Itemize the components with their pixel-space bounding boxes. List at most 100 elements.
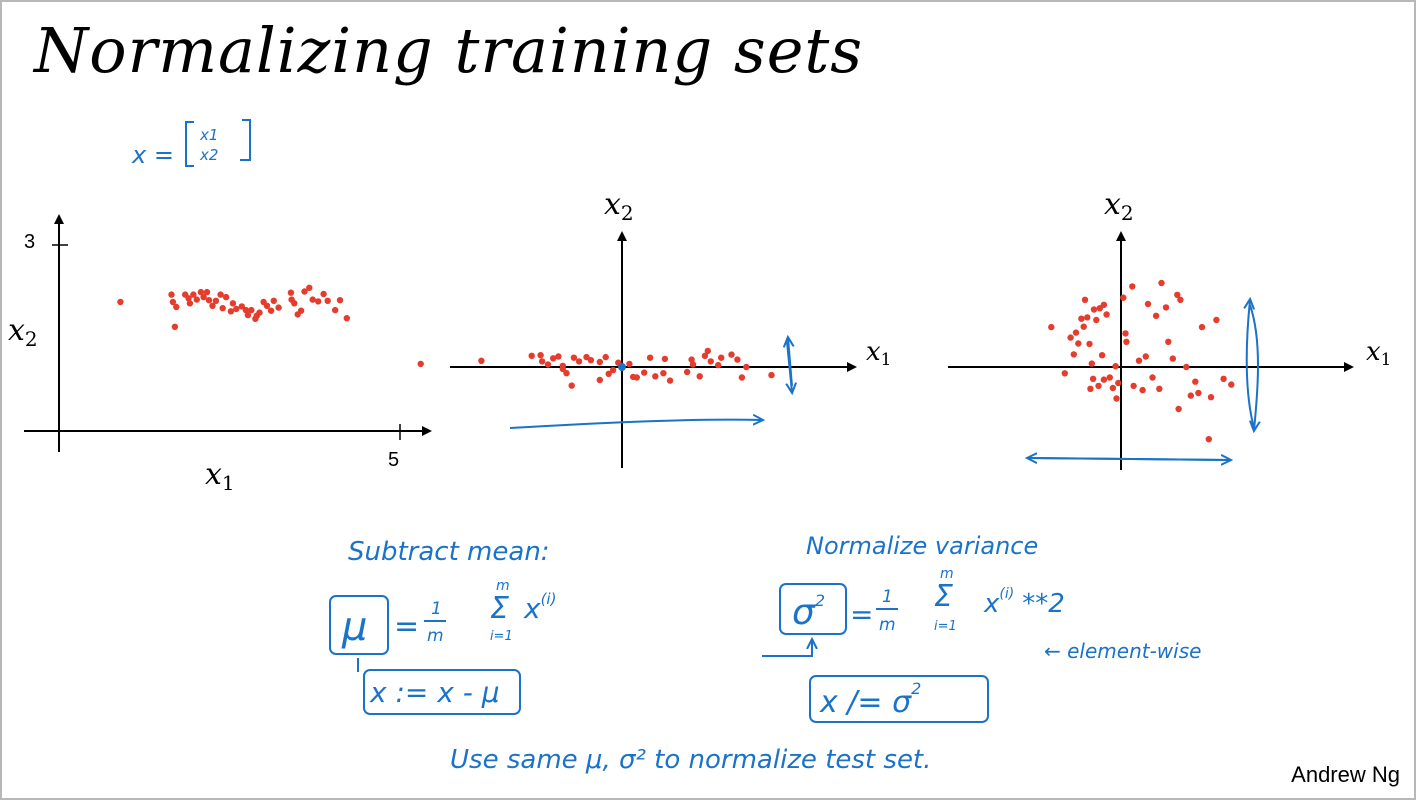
data-point <box>559 365 566 373</box>
data-point <box>1220 375 1227 382</box>
data-point <box>478 357 485 364</box>
data-point <box>1123 338 1130 345</box>
data-point <box>332 306 339 314</box>
horizontal-spread-arrow <box>509 420 762 429</box>
data-point <box>244 311 252 319</box>
data-point <box>1175 405 1182 413</box>
data-point <box>1106 374 1114 381</box>
data-point <box>238 303 245 310</box>
data-point <box>528 352 535 359</box>
data-point <box>1165 338 1172 345</box>
data-point <box>596 376 603 384</box>
data-point <box>287 289 295 296</box>
data-point <box>1183 363 1190 371</box>
data-point <box>1174 291 1181 298</box>
y-axis-label: x2 <box>604 187 634 225</box>
data-point <box>1144 300 1152 308</box>
data-point <box>217 291 224 298</box>
data-point <box>537 352 544 359</box>
data-point <box>168 291 175 298</box>
data-point <box>563 370 570 377</box>
normalize-variance-notes: Normalize variance σ2 = 1 m m Σ i=1 x(i)… <box>762 532 1201 723</box>
data-point <box>222 293 230 301</box>
data-point <box>297 307 305 314</box>
data-point <box>1213 316 1220 324</box>
data-point <box>1228 381 1235 388</box>
data-point <box>646 354 654 361</box>
data-point <box>417 360 424 368</box>
plot-original: 3 5 x2 x1 <box>8 214 432 495</box>
sigma-sum-bottom: i=1 <box>934 619 957 634</box>
data-point <box>203 288 211 296</box>
mu-update: x := x - μ <box>369 676 500 709</box>
data-point <box>689 361 697 368</box>
data-point <box>291 300 298 307</box>
test-set-note: Use same μ, σ² to normalize test set. <box>450 745 931 775</box>
data-point <box>587 357 595 364</box>
data-point <box>602 353 609 361</box>
element-wise-note: ← element-wise <box>1044 639 1201 663</box>
data-point <box>666 377 674 384</box>
x-axis-label: x1 <box>205 457 235 495</box>
sigma-box <box>779 583 847 635</box>
data-point <box>173 303 180 311</box>
subtract-mean-notes: Subtract mean: μ = 1 m m Σ i=1 x(i) x :=… <box>329 537 556 715</box>
data-point <box>715 361 722 369</box>
data-point <box>1152 312 1160 319</box>
data-point <box>212 297 220 304</box>
data-point <box>641 369 648 376</box>
data-point <box>1089 375 1097 382</box>
data-point <box>242 306 250 314</box>
right-bracket <box>240 119 251 161</box>
data-point <box>1078 315 1085 322</box>
data-point <box>193 296 200 303</box>
mu-symbol: μ <box>341 604 367 650</box>
data-point <box>248 306 255 314</box>
data-point <box>1130 382 1137 390</box>
data-point <box>227 308 235 315</box>
data-point <box>275 304 282 311</box>
data-point <box>190 291 197 298</box>
data-point <box>1122 330 1129 337</box>
data-point <box>728 351 735 358</box>
data-point <box>550 355 557 362</box>
data-point <box>1120 294 1127 301</box>
data-point <box>544 361 552 368</box>
sigma-term: x(i) **2 <box>983 586 1065 619</box>
left-bracket <box>185 121 194 167</box>
data-point <box>1090 306 1098 313</box>
data-point <box>233 305 240 313</box>
data-point <box>324 297 331 304</box>
plot-mean-subtracted: x2 x1 <box>417 187 892 468</box>
data-point <box>1177 296 1184 303</box>
data-points <box>117 284 350 330</box>
data-point <box>768 371 775 379</box>
data-point <box>1061 370 1069 377</box>
data-point <box>1192 378 1199 385</box>
data-point <box>1081 296 1089 303</box>
data-point <box>1113 395 1120 402</box>
mu-sum-bottom: i=1 <box>490 629 513 644</box>
data-point <box>1072 329 1080 336</box>
mu-equals: = <box>394 609 419 644</box>
data-point <box>336 297 344 304</box>
data-point <box>626 360 633 368</box>
data-point <box>568 382 575 389</box>
data-point <box>1115 379 1122 387</box>
sigma-frac-den: m <box>879 615 896 635</box>
data-point <box>267 307 275 314</box>
vector-bottom: x2 <box>199 146 218 164</box>
data-point <box>1070 351 1078 358</box>
data-point <box>219 305 226 312</box>
data-point <box>256 309 263 316</box>
x-axis-label: x1 <box>1366 337 1392 370</box>
subtract-mean-heading: Subtract mean: <box>348 537 550 567</box>
sigma-update-box <box>809 675 989 723</box>
data-point <box>555 353 562 360</box>
data-point <box>205 297 213 304</box>
data-point <box>320 290 327 298</box>
data-point <box>270 297 277 304</box>
horizontal-spread-arrow-left <box>1028 458 1229 460</box>
vector-definition: x = x1 x2 <box>131 119 251 169</box>
